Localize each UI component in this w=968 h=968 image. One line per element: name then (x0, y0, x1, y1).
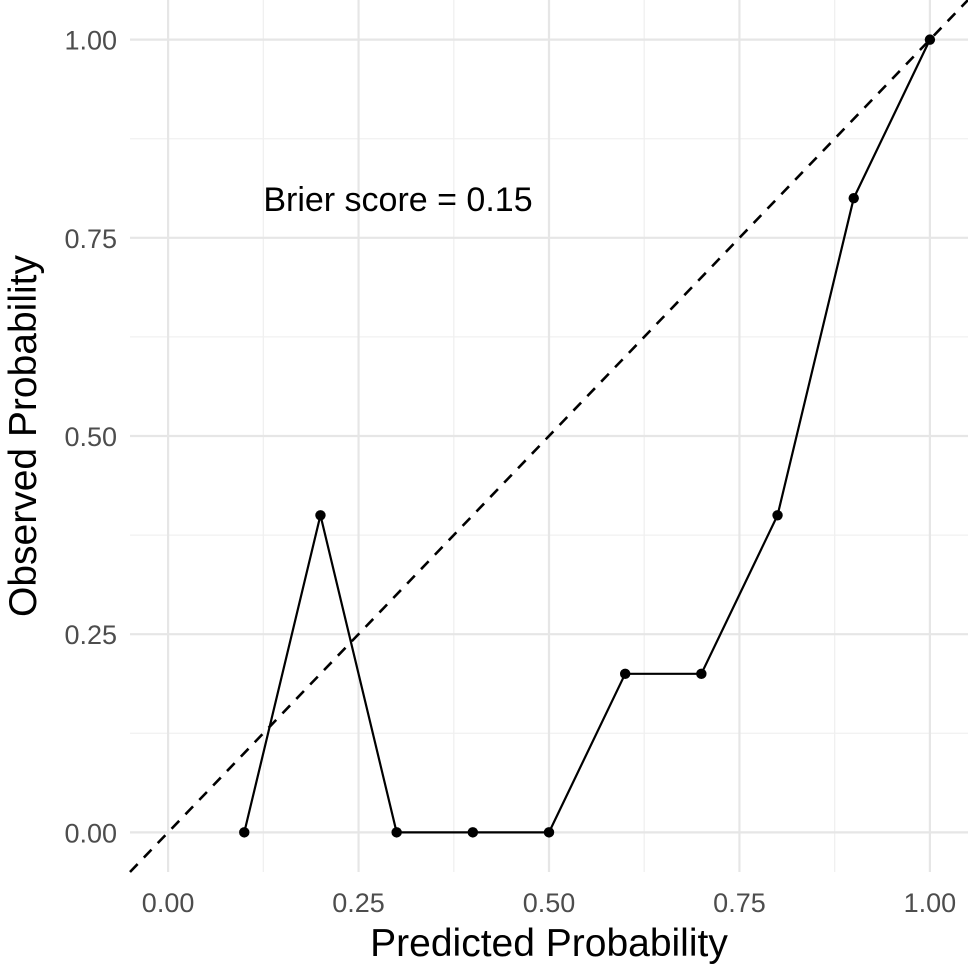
x-tick-label: 0.75 (713, 888, 766, 918)
data-point (315, 510, 326, 521)
x-axis-title: Predicted Probability (370, 922, 728, 965)
data-point (924, 34, 936, 45)
x-tick-label: 0.00 (142, 888, 195, 918)
y-tick-label: 0.00 (64, 818, 117, 848)
y-axis-title: Observed Probability (2, 255, 45, 618)
calibration-line (243, 39, 931, 834)
tick-labels: 0.00 0.25 0.50 0.75 1.00 0.00 0.25 0.50 0.75 1.00 (64, 26, 956, 918)
y-tick-label: 0.50 (64, 422, 117, 452)
data-point (696, 668, 707, 680)
data-point (391, 827, 402, 838)
x-tick-label: 0.50 (523, 888, 576, 918)
y-tick-label: 0.75 (64, 224, 117, 254)
y-tick-label: 0.25 (64, 620, 117, 650)
data-point (772, 510, 783, 521)
calibration-series (239, 34, 936, 838)
data-point (619, 668, 631, 680)
y-tick-label: 1.00 (64, 26, 117, 56)
data-point (848, 192, 859, 204)
brier-score-annotation: Brier score = 0.15 (263, 181, 532, 219)
data-point (239, 827, 250, 838)
x-tick-label: 0.25 (332, 888, 385, 918)
x-tick-label: 1.00 (904, 888, 957, 918)
data-point (543, 827, 555, 838)
data-point (467, 827, 479, 838)
